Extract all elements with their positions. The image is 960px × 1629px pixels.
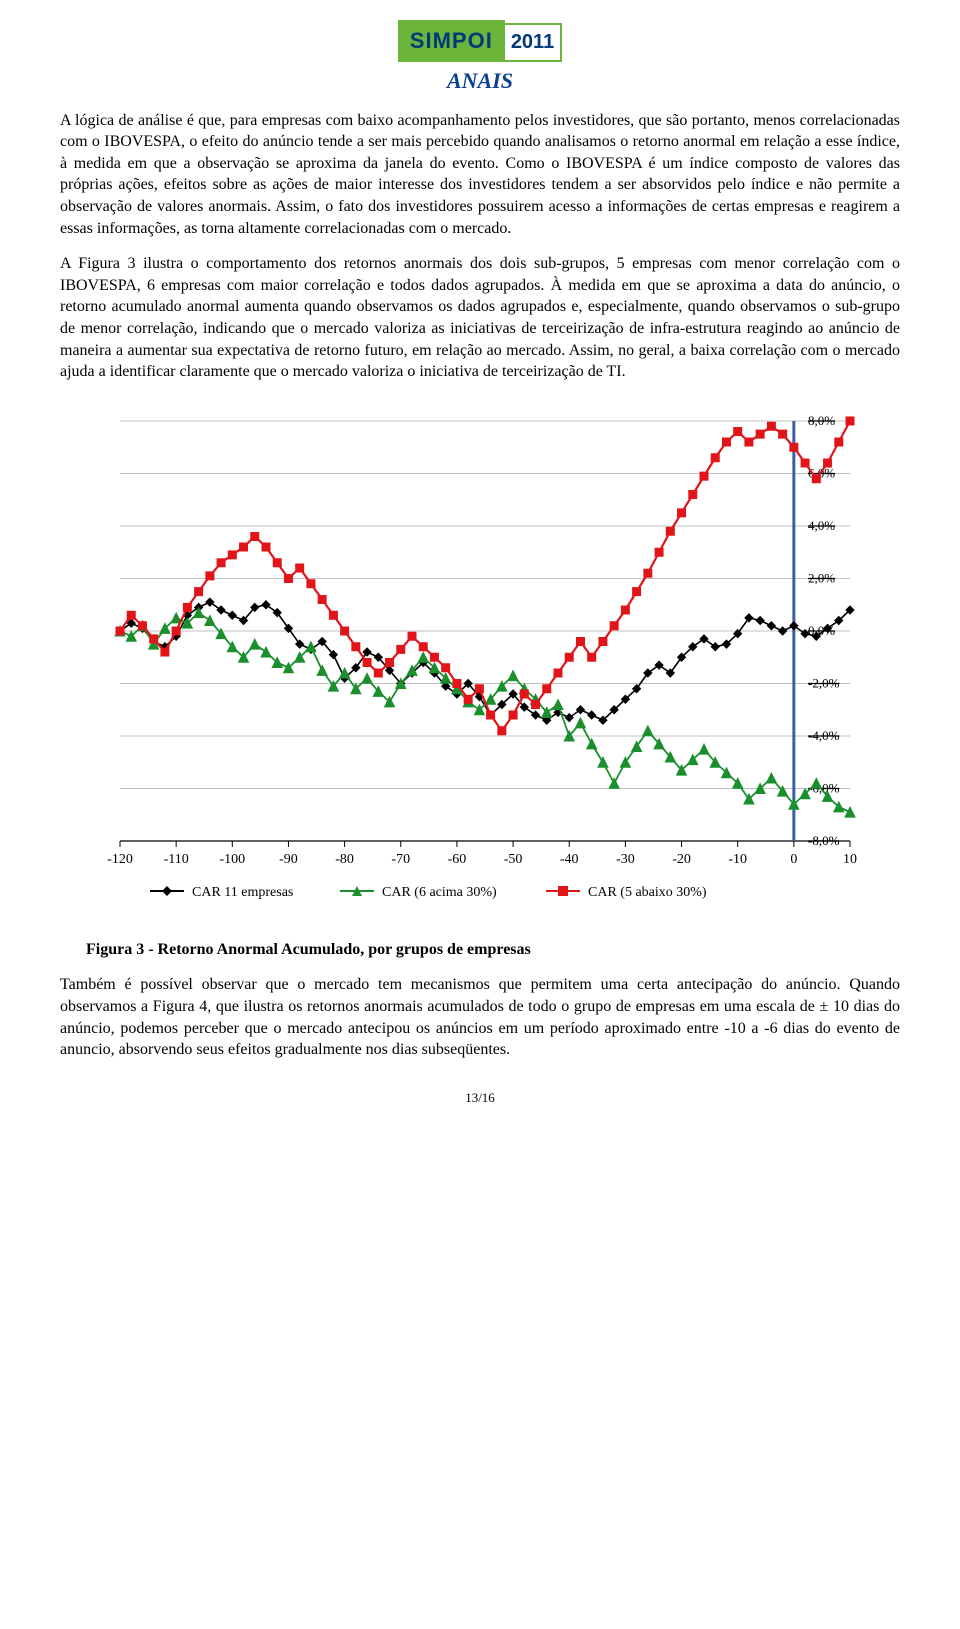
svg-text:-60: -60: [448, 852, 467, 867]
svg-text:-90: -90: [279, 852, 298, 867]
svg-text:0: 0: [790, 852, 797, 867]
svg-text:CAR 11 empresas: CAR 11 empresas: [192, 885, 293, 900]
svg-text:-120: -120: [107, 852, 133, 867]
page-number: 13/16: [60, 1089, 900, 1107]
svg-text:-10: -10: [728, 852, 747, 867]
svg-text:-100: -100: [219, 852, 245, 867]
svg-text:CAR (5 abaixo 30%): CAR (5 abaixo 30%): [588, 885, 707, 900]
header-logo: SIMPOI2011: [60, 20, 900, 62]
svg-text:4,0%: 4,0%: [808, 518, 835, 533]
paragraph-2: A Figura 3 ilustra o comportamento dos r…: [60, 253, 900, 383]
svg-text:8,0%: 8,0%: [808, 413, 835, 428]
svg-text:10: 10: [843, 852, 857, 867]
svg-text:-50: -50: [504, 852, 523, 867]
figure-3-caption: Figura 3 - Retorno Anormal Acumulado, po…: [86, 939, 900, 961]
svg-text:-20: -20: [672, 852, 691, 867]
svg-text:-110: -110: [164, 852, 189, 867]
figure-3-chart: 8,0%6,0%4,0%2,0%0,0%-2,0%-4,0%-6,0%-8,0%…: [60, 401, 900, 921]
svg-text:-30: -30: [616, 852, 635, 867]
logo-year: 2011: [505, 23, 562, 62]
header-subtitle: ANAIS: [60, 66, 900, 96]
svg-text:-70: -70: [391, 852, 410, 867]
svg-text:-80: -80: [335, 852, 354, 867]
svg-text:-40: -40: [560, 852, 579, 867]
svg-text:CAR (6 acima 30%): CAR (6 acima 30%): [382, 885, 497, 900]
paragraph-3: Também é possível observar que o mercado…: [60, 974, 900, 1060]
svg-text:2,0%: 2,0%: [808, 570, 835, 585]
svg-text:-2,0%: -2,0%: [808, 675, 840, 690]
logo-brand: SIMPOI: [398, 20, 505, 62]
svg-text:-4,0%: -4,0%: [808, 728, 840, 743]
chart-svg: 8,0%6,0%4,0%2,0%0,0%-2,0%-4,0%-6,0%-8,0%…: [70, 401, 890, 921]
paragraph-1: A lógica de análise é que, para empresas…: [60, 110, 900, 240]
